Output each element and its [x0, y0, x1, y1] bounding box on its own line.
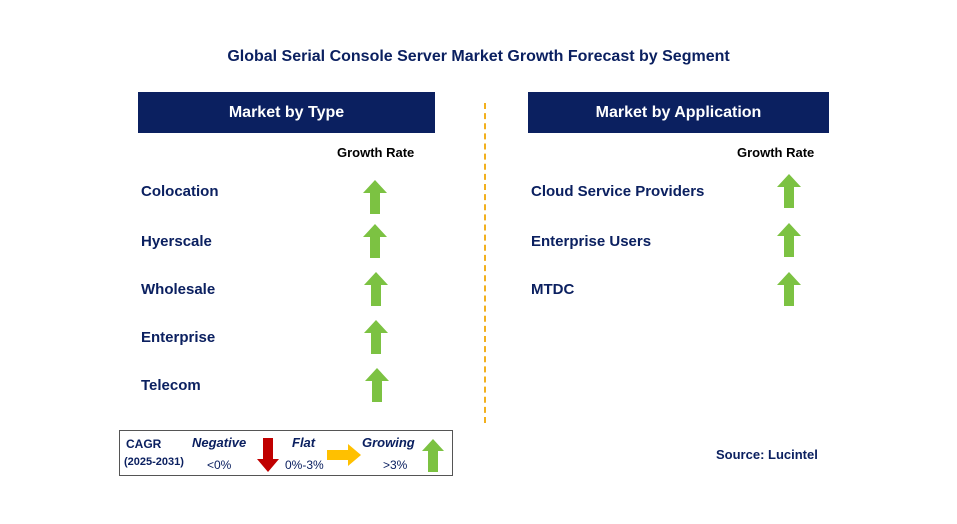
up-arrow-icon	[777, 223, 801, 257]
type-item-enterprise: Enterprise	[141, 329, 216, 346]
type-item-hyerscale: Hyerscale	[141, 233, 212, 250]
application-item-mtdc: MTDC	[531, 281, 575, 298]
up-arrow-icon	[363, 224, 387, 258]
right-arrow-icon	[327, 444, 361, 466]
source-label: Source: Lucintel	[716, 447, 818, 462]
legend-growing-label: Growing	[362, 435, 415, 450]
type-item-telecom: Telecom	[141, 377, 201, 394]
legend-growing-range: >3%	[383, 458, 408, 472]
application-panel-header: Market by Application	[528, 92, 829, 133]
application-growth-rate-label: Growth Rate	[737, 145, 815, 160]
legend-flat-label: Flat	[292, 435, 316, 450]
up-arrow-icon	[364, 320, 388, 354]
type-item-colocation: Colocation	[141, 183, 219, 200]
up-arrow-icon	[777, 272, 801, 306]
cagr-legend: CAGR (2025-2031) Negative <0% Flat 0%-3%…	[119, 430, 453, 476]
type-panel-header: Market by Type	[138, 92, 435, 133]
legend-cagr-label: CAGR	[126, 437, 162, 451]
application-item-cloud-service-providers: Cloud Service Providers	[531, 183, 705, 200]
type-growth-rate-label: Growth Rate	[337, 145, 415, 160]
up-arrow-icon	[363, 180, 387, 214]
legend-negative-range: <0%	[207, 458, 232, 472]
type-item-wholesale: Wholesale	[141, 281, 216, 298]
up-arrow-icon	[364, 272, 388, 306]
legend-negative-label: Negative	[192, 435, 247, 450]
legend-period-label: (2025-2031)	[124, 456, 184, 468]
chart-title: Global Serial Console Server Market Grow…	[227, 48, 730, 65]
down-arrow-icon	[257, 438, 279, 472]
up-arrow-icon	[422, 439, 444, 472]
legend-flat-range: 0%-3%	[285, 458, 324, 472]
panel-divider	[484, 103, 486, 423]
application-item-enterprise-users: Enterprise Users	[531, 233, 652, 250]
up-arrow-icon	[777, 174, 801, 208]
up-arrow-icon	[365, 368, 389, 402]
